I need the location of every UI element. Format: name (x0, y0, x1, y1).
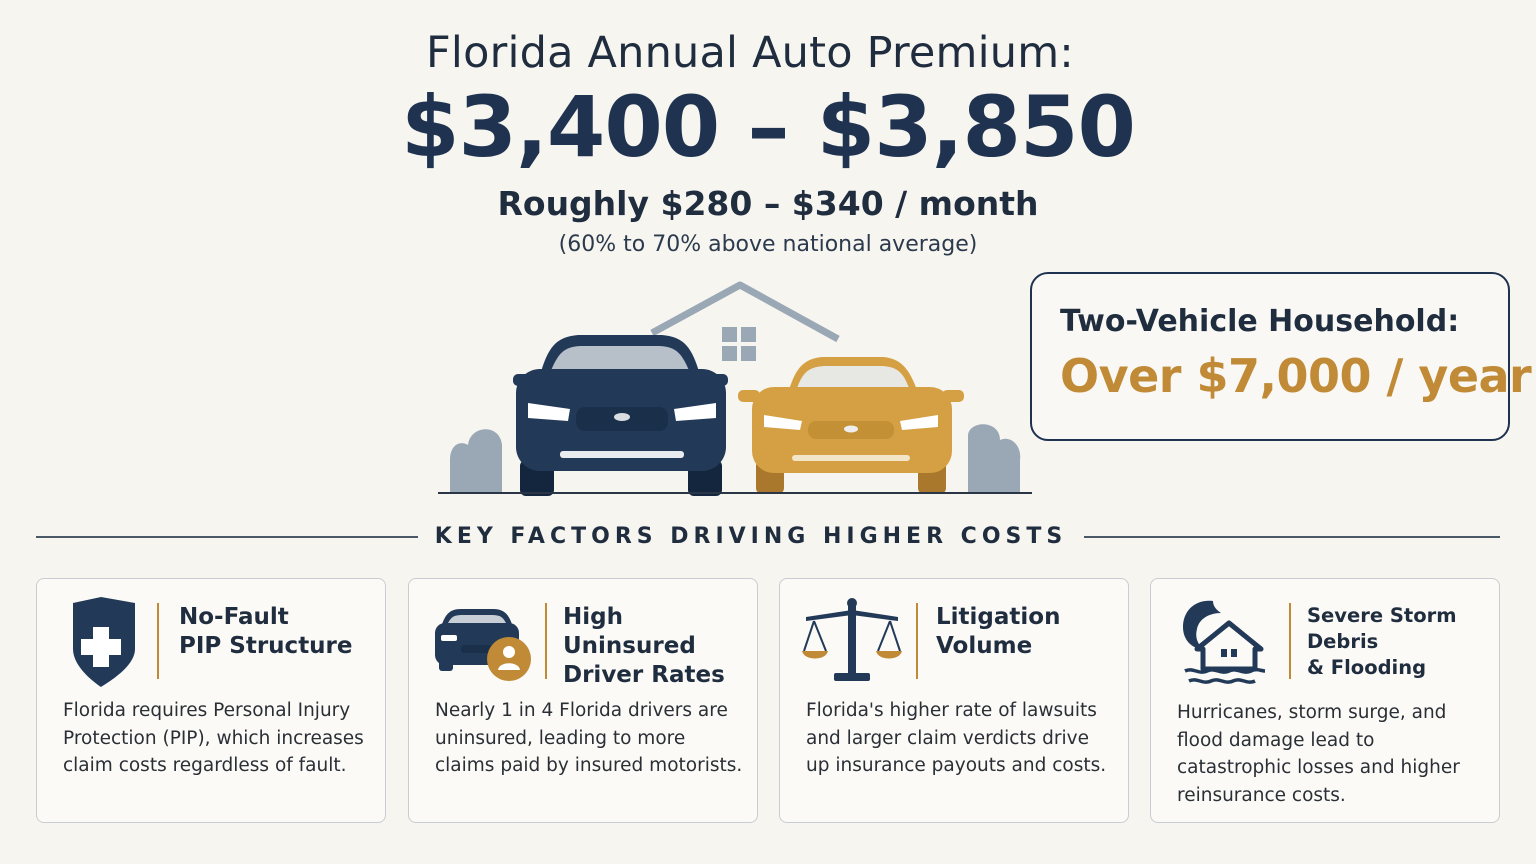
callout-title: Two-Vehicle Household: (1060, 304, 1460, 339)
card-accent-bar (916, 603, 918, 679)
card-accent-bar (157, 603, 159, 679)
gold-car-icon (738, 357, 964, 494)
factor-body: Florida's higher rate of lawsuits and la… (806, 700, 1107, 776)
card-accent-bar (1289, 603, 1291, 679)
national-comparison: (60% to 70% above national average) (558, 232, 978, 257)
monthly-range: Roughly $280 – $340 / month (497, 184, 1039, 223)
factor-title: Severe Storm Debris & Flooding (1307, 604, 1457, 679)
factor-cards: No-Fault PIP Structure Florida requires … (36, 578, 1500, 823)
house-window-icon (722, 327, 756, 361)
house-cars-illustration (438, 281, 1032, 496)
factor-body: Hurricanes, storm surge, and flood damag… (1177, 702, 1460, 806)
factor-body: Florida requires Personal Injury Protect… (63, 700, 364, 776)
bush-left-icon (450, 429, 502, 493)
factor-title: No-Fault PIP Structure (179, 604, 353, 659)
price-range: $3,400 – $3,850 (401, 78, 1136, 176)
factor-card-litigation: Litigation Volume Florida's higher rate … (779, 578, 1129, 823)
factor-title: Litigation Volume (936, 604, 1061, 659)
car-person-icon (435, 609, 531, 681)
section-divider: KEY FACTORS DRIVING HIGHER COSTS (36, 520, 1500, 556)
callout-value: Over $7,000 / year (1060, 349, 1532, 403)
factor-title: High Uninsured Driver Rates (563, 604, 725, 688)
page-title: Florida Annual Auto Premium: (426, 28, 1074, 78)
house-roof-icon (650, 281, 840, 343)
scales-icon (802, 598, 902, 681)
hurricane-house-icon (1183, 600, 1266, 684)
shield-cross-icon (73, 597, 135, 687)
bush-right-icon (968, 424, 1021, 493)
card-accent-bar (545, 603, 547, 679)
factor-card-pip: No-Fault PIP Structure Florida requires … (36, 578, 386, 823)
navy-car-icon (513, 335, 728, 496)
divider-line-right (1084, 536, 1500, 538)
household-callout: Two-Vehicle Household: Over $7,000 / yea… (1030, 272, 1532, 441)
factor-card-storm: Severe Storm Debris & Flooding Hurricane… (1150, 578, 1500, 823)
section-heading: KEY FACTORS DRIVING HIGHER COSTS (434, 524, 1068, 549)
factor-body: Nearly 1 in 4 Florida drivers are uninsu… (435, 700, 743, 776)
divider-line-left (36, 536, 418, 538)
factor-card-uninsured: High Uninsured Driver Rates Nearly 1 in … (408, 578, 758, 823)
